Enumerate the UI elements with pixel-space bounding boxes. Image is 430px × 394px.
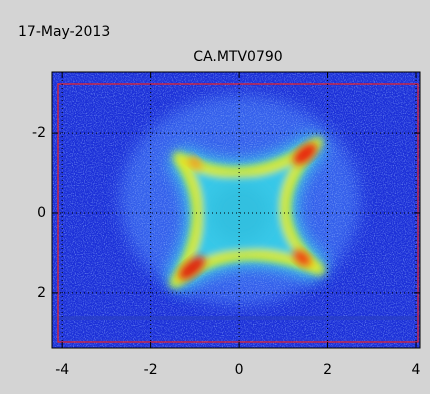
x-tick-label: -4 [55, 362, 69, 378]
x-tick-label: 0 [235, 362, 244, 378]
x-tick-label: 2 [323, 362, 332, 378]
heatmap [52, 72, 420, 348]
y-tick-label: 0 [37, 205, 46, 221]
x-tick-label: -2 [144, 362, 158, 378]
y-tick-label: 2 [37, 285, 46, 301]
y-tick-label: -2 [32, 125, 46, 141]
x-tick-label: 4 [412, 362, 421, 378]
chart-title: CA.MTV0790 [193, 49, 282, 65]
plot-frame [51, 71, 421, 349]
date-label: 17-May-2013 [18, 24, 110, 40]
